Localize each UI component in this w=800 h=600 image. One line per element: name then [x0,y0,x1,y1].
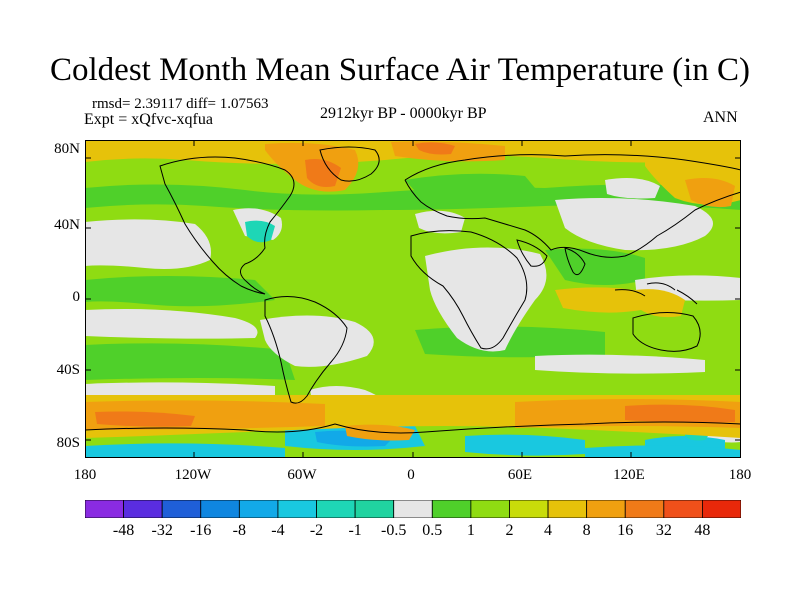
colorbar-swatch [586,500,626,518]
colorbar-label: 2 [505,522,514,539]
colorbar-label: 0.5 [422,522,443,539]
colorbar-swatch [161,500,202,518]
colorbar-swatch [393,500,433,518]
lon-label-180w: 180 [73,467,97,483]
coastlines [85,146,741,434]
colorbar-swatch [431,500,472,518]
colorbar-label: 4 [544,522,553,539]
colorbar-swatch [702,500,741,518]
colorbar-swatch [624,500,665,518]
colorbar-label: -48 [112,522,135,539]
period-text: 2912kyr BP - 0000kyr BP [320,105,487,122]
colorbar-label: 1 [466,522,475,539]
temperature-map [85,140,741,458]
chart-title: Coldest Month Mean Surface Air Temperatu… [50,52,750,88]
lat-label-40n: 40N [54,217,80,233]
colorbar-swatch [547,500,588,518]
colorbar-swatch [316,500,356,518]
colorbar-label: 32 [655,522,672,539]
lat-label-40s: 40S [56,362,80,378]
colorbar-swatch [85,500,124,518]
colorbar-swatch [277,500,317,518]
colorbar-swatch [123,500,163,518]
colorbar-label: 48 [694,522,711,539]
lon-label-0: 0 [407,467,415,483]
temperature-fields [85,140,741,458]
colorbar-swatch [470,500,510,518]
map-ticks [85,140,741,458]
colorbar-label: 16 [617,522,634,539]
colorbar-label: -2 [309,522,324,539]
lon-label-180e: 180 [728,467,752,483]
colorbar-label: 8 [582,522,591,539]
colorbar-swatch [663,500,703,518]
lat-label-80s: 80S [56,435,80,451]
stats-text: rmsd= 2.39117 diff= 1.07563 [92,96,269,112]
experiment-text: Expt = xQfvc-xqfua [84,111,213,128]
colorbar-swatch [238,500,279,518]
colorbar [85,500,741,518]
lon-label-60w: 60W [287,467,317,483]
colorbar-label: -1 [348,522,362,539]
lon-label-120w: 120W [174,467,212,483]
colorbar-label: -16 [190,522,212,539]
colorbar-swatch [354,500,395,518]
season-text: ANN [703,109,738,126]
colorbar-swatch [200,500,240,518]
colorbar-label: -0.5 [381,522,407,539]
lat-label-0: 0 [72,289,81,305]
lon-label-60e: 60E [507,467,533,483]
lon-label-120e: 120E [613,467,645,483]
colorbar-label: -8 [232,522,246,539]
colorbar-label: -32 [151,522,173,539]
colorbar-label: -4 [271,522,285,539]
lat-label-80n: 80N [54,141,80,157]
colorbar-swatch [509,500,549,518]
